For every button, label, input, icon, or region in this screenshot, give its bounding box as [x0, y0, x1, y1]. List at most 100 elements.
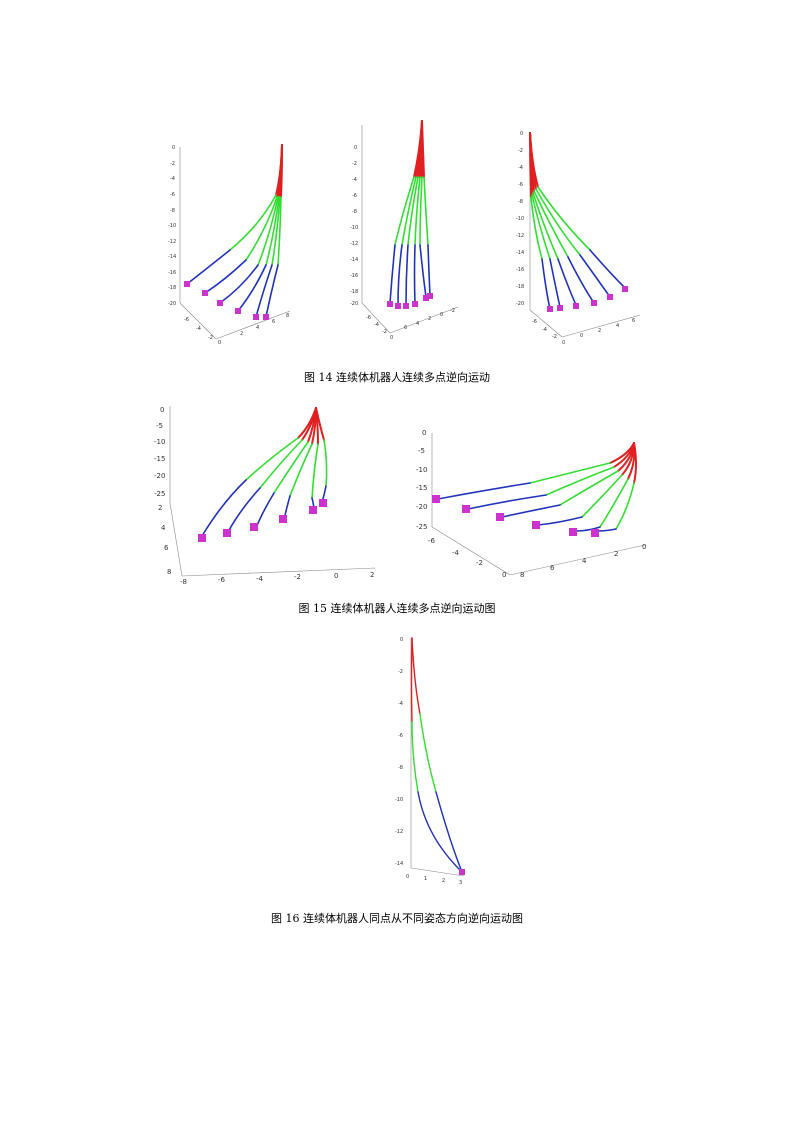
target-points	[198, 499, 327, 542]
target-points	[184, 281, 269, 320]
robot-curves	[410, 637, 463, 873]
svg-text:8: 8	[286, 313, 289, 319]
figure-16-caption: 图 16 连续体机器人同点从不同姿态方向逆向运动图	[271, 912, 523, 925]
svg-text:-2: -2	[170, 161, 175, 167]
svg-text:0: 0	[172, 145, 175, 151]
svg-text:-4: -4	[374, 322, 379, 328]
svg-text:-6: -6	[532, 319, 537, 325]
figure-14-caption: 图 14 连续体机器人连续多点逆向运动	[304, 371, 490, 384]
svg-text:0: 0	[400, 637, 403, 643]
svg-text:-10: -10	[154, 438, 165, 446]
svg-text:4: 4	[616, 323, 619, 329]
plot-14a: 0-2 -4-6 -8-10 -12-14 -16-18 -20 -6-4 -2…	[168, 144, 291, 346]
svg-text:-6: -6	[184, 317, 189, 323]
z-ticks: 0 -2 -4 -6 -8 -10 -12 -14 -16 -18 -20	[516, 131, 524, 307]
svg-text:-18: -18	[168, 285, 176, 291]
robot-curves	[529, 132, 627, 310]
svg-text:2: 2	[614, 550, 618, 558]
a-ticks: -6 -4 -2 0	[532, 319, 565, 346]
svg-text:-20: -20	[168, 301, 176, 307]
svg-text:-8: -8	[170, 208, 175, 214]
y-ticks: -6 -4 -2 0	[428, 537, 506, 579]
svg-text:8: 8	[167, 568, 171, 576]
figure-14c: 0 -2 -4 -6 -8 -10 -12 -14 -16 -18 -20 -6 -4 -2…	[510, 125, 650, 346]
svg-text:6: 6	[164, 544, 169, 552]
svg-text:4: 4	[161, 524, 166, 532]
svg-text:-12: -12	[168, 239, 176, 245]
svg-text:6: 6	[550, 564, 555, 572]
svg-text:-16: -16	[168, 270, 176, 276]
svg-text:-12: -12	[395, 829, 403, 835]
robot-curves	[201, 407, 328, 537]
svg-text:4: 4	[256, 325, 259, 331]
target-points	[432, 495, 599, 537]
svg-text:1: 1	[424, 876, 427, 882]
svg-text:0: 0	[642, 543, 646, 551]
svg-text:8: 8	[520, 571, 524, 579]
svg-text:-18: -18	[350, 289, 358, 295]
svg-text:-2: -2	[450, 308, 455, 314]
z-ticks: 0 -5 -10 -15 -20 -25	[154, 406, 165, 498]
svg-text:-20: -20	[154, 472, 165, 480]
plot-14b: 0-2 -4-6 -8-10 -12-14 -16-18 -20 -6-4 -2…	[350, 120, 459, 341]
svg-text:-18: -18	[516, 284, 524, 290]
svg-text:-12: -12	[350, 241, 358, 247]
x-ticks: -8 -6 -4 -2 0 2	[180, 571, 374, 586]
svg-text:-2: -2	[518, 148, 523, 154]
x-ticks: 0 1 2 3	[406, 874, 462, 886]
svg-text:-10: -10	[168, 223, 176, 229]
svg-text:-4: -4	[398, 701, 403, 707]
svg-text:-10: -10	[516, 216, 524, 222]
svg-text:-6: -6	[518, 182, 523, 188]
svg-text:0: 0	[354, 145, 357, 151]
svg-text:0: 0	[580, 333, 583, 339]
svg-text:-8: -8	[518, 199, 523, 205]
svg-text:-4: -4	[256, 575, 264, 583]
svg-text:2: 2	[598, 328, 601, 334]
svg-text:-16: -16	[516, 267, 524, 273]
b-ticks: 0 2 4 6	[580, 318, 635, 339]
target-point	[459, 869, 465, 875]
svg-text:-4: -4	[518, 165, 523, 171]
svg-text:-6: -6	[398, 733, 403, 739]
svg-text:-2: -2	[398, 669, 403, 675]
svg-text:-15: -15	[154, 455, 165, 463]
svg-text:2: 2	[158, 504, 162, 512]
z-ticks: 0 -5 -10 -15 -20 -25	[416, 429, 427, 531]
svg-text:-4: -4	[452, 549, 460, 557]
svg-text:-10: -10	[416, 466, 427, 474]
svg-text:-12: -12	[516, 233, 524, 239]
svg-text:4: 4	[582, 557, 587, 565]
svg-text:2: 2	[240, 331, 243, 337]
svg-text:0: 0	[422, 429, 426, 437]
svg-text:-2: -2	[352, 161, 357, 167]
svg-text:-20: -20	[516, 301, 524, 307]
svg-text:-6: -6	[352, 193, 357, 199]
svg-text:-8: -8	[180, 578, 187, 586]
svg-text:-16: -16	[350, 273, 358, 279]
svg-text:-2: -2	[294, 573, 301, 581]
svg-text:-8: -8	[352, 209, 357, 215]
figure-15a: 0 -5 -10 -15 -20 -25 2 4 6 8 -8 -6 -4 -2 0 2	[150, 398, 380, 586]
plot-14c: 0-2 -4-6 -8-10 -12-14 -16-18 -20 -6-4 -2…	[516, 131, 641, 346]
svg-text:-25: -25	[154, 490, 165, 498]
svg-text:0: 0	[562, 340, 565, 345]
figure-16: 0 -2 -4 -6 -8 -10 -12 -14 0 1 2 3	[390, 632, 475, 886]
svg-text:0: 0	[406, 874, 409, 880]
svg-text:0: 0	[334, 572, 338, 580]
svg-text:-2: -2	[552, 334, 557, 340]
svg-text:6: 6	[272, 319, 275, 325]
plot-16: 0 -2 -4 -6 -8 -10 -12 -14 0 1 2 3	[395, 637, 465, 886]
robot-curves	[389, 120, 431, 306]
svg-text:-8: -8	[398, 765, 403, 771]
svg-text:-4: -4	[352, 177, 357, 183]
svg-text:0: 0	[502, 571, 506, 579]
svg-text:-4: -4	[542, 327, 547, 333]
svg-text:2: 2	[442, 878, 445, 884]
svg-text:-6: -6	[366, 315, 371, 321]
svg-text:-6: -6	[218, 576, 226, 584]
svg-text:-5: -5	[418, 447, 425, 455]
svg-text:-20: -20	[416, 503, 427, 511]
svg-text:-6: -6	[170, 192, 175, 198]
